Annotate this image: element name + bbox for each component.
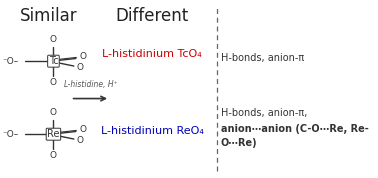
Text: O⋯Re): O⋯Re) bbox=[221, 138, 257, 148]
Text: Tc: Tc bbox=[49, 56, 58, 66]
Text: H-bonds, anion-π,: H-bonds, anion-π, bbox=[221, 108, 307, 118]
Text: Re: Re bbox=[47, 129, 60, 139]
Text: O: O bbox=[77, 63, 84, 72]
Text: O: O bbox=[50, 78, 57, 87]
Text: H-bonds, anion-π: H-bonds, anion-π bbox=[221, 53, 304, 63]
Text: O: O bbox=[79, 125, 86, 134]
Text: L-histidinium TcO₄: L-histidinium TcO₄ bbox=[102, 49, 202, 59]
Text: O: O bbox=[50, 109, 57, 117]
Text: ⁻O–: ⁻O– bbox=[2, 130, 19, 139]
Text: Similar: Similar bbox=[20, 7, 77, 25]
Text: Different: Different bbox=[116, 7, 189, 25]
Text: ⁻O–: ⁻O– bbox=[2, 57, 19, 66]
Text: O: O bbox=[79, 52, 86, 61]
Text: anion⋯anion (C-O⋯Re, Re-: anion⋯anion (C-O⋯Re, Re- bbox=[221, 124, 369, 134]
Text: O: O bbox=[50, 35, 57, 44]
Text: O: O bbox=[50, 151, 57, 160]
Text: L-histidine, H⁺: L-histidine, H⁺ bbox=[64, 80, 117, 89]
Text: O: O bbox=[77, 136, 84, 145]
Text: L-histidinium ReO₄: L-histidinium ReO₄ bbox=[101, 126, 204, 136]
